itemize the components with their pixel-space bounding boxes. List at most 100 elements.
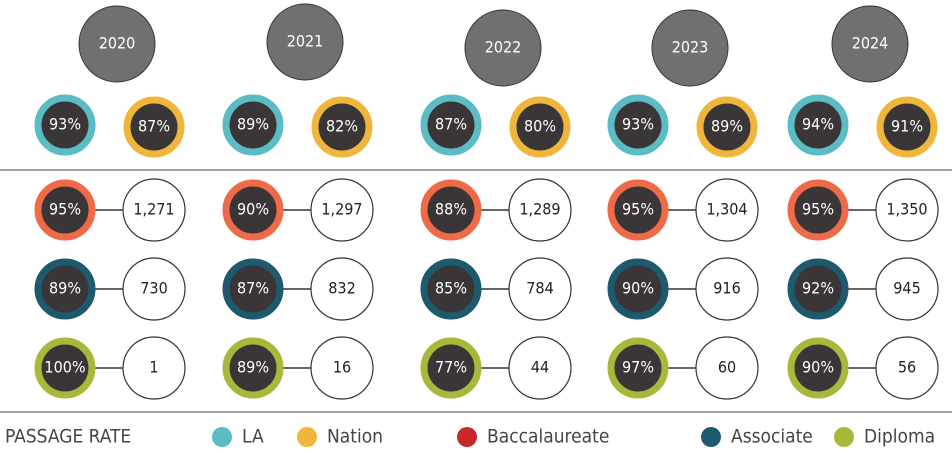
diploma-rate [222,337,284,399]
associate-rate [222,258,284,320]
diploma-rate-label: 97% [622,358,654,377]
legend-dot [457,427,477,447]
legend-title: PASSAGE RATE [5,426,131,448]
nation-rate [123,96,185,158]
nation-rate [696,96,758,158]
legend-dot [701,427,721,447]
nation-rate-label: 80% [524,117,556,136]
nation-rate-label: 89% [711,117,743,136]
year-label: 2023 [672,38,709,57]
associate-count-label: 730 [140,279,167,298]
diploma-count-label: 16 [333,358,351,377]
associate-rate-label: 90% [622,279,654,298]
year-badge [831,5,909,83]
associate-count-label: 945 [893,279,920,298]
baccalaureate-rate [34,179,96,241]
baccalaureate-rate-label: 95% [802,200,834,219]
la-rate [607,94,669,156]
diploma-rate [420,337,482,399]
baccalaureate-rate [607,179,669,241]
associate-count-label: 916 [713,279,740,298]
la-rate-label: 94% [802,115,834,134]
baccalaureate-count [122,178,186,242]
legend-label: LA [242,426,264,448]
nation-rate-label: 87% [138,117,170,136]
diploma-rate-label: 100% [44,358,85,377]
nation-rate-label: 91% [891,117,923,136]
associate-count [508,257,572,321]
diploma-count-label: 1 [149,358,158,377]
associate-rate-label: 92% [802,279,834,298]
la-rate-label: 93% [49,115,81,134]
diploma-rate-label: 90% [802,358,834,377]
baccalaureate-rate-label: 95% [49,200,81,219]
year-badge [78,5,156,83]
associate-count [122,257,186,321]
year-label: 2021 [287,32,324,51]
baccalaureate-rate [222,179,284,241]
legend-dot [212,427,232,447]
baccalaureate-rate-label: 88% [435,200,467,219]
diploma-rate-label: 89% [237,358,269,377]
year-label: 2020 [99,34,136,53]
diploma-count-label: 60 [718,358,736,377]
associate-count [875,257,939,321]
diploma-count [310,336,374,400]
nation-rate-label: 82% [326,117,358,136]
la-rate [34,94,96,156]
baccalaureate-count [695,178,759,242]
associate-rate-label: 89% [49,279,81,298]
diploma-rate-label: 77% [435,358,467,377]
baccalaureate-count [508,178,572,242]
associate-count [695,257,759,321]
diploma-rate [607,337,669,399]
diploma-count [508,336,572,400]
year-badge [651,9,729,87]
diploma-count-label: 44 [531,358,549,377]
legend-dot [297,427,317,447]
baccalaureate-count-label: 1,289 [519,200,560,219]
associate-rate [607,258,669,320]
diploma-rate [787,337,849,399]
legend-label: Diploma [864,426,935,448]
baccalaureate-rate-label: 90% [237,200,269,219]
baccalaureate-count-label: 1,350 [886,200,927,219]
associate-rate-label: 87% [237,279,269,298]
nation-rate [509,96,571,158]
associate-count-label: 784 [526,279,553,298]
associate-rate-label: 85% [435,279,467,298]
associate-count-label: 832 [328,279,355,298]
baccalaureate-count [875,178,939,242]
baccalaureate-count-label: 1,271 [133,200,174,219]
associate-rate [34,258,96,320]
la-rate [787,94,849,156]
diploma-rate [34,337,96,399]
legend-label: Associate [731,426,813,448]
legend-dot [834,427,854,447]
year-badge [464,9,542,87]
diploma-count [875,336,939,400]
baccalaureate-count [310,178,374,242]
baccalaureate-count-label: 1,304 [706,200,747,219]
la-rate [420,94,482,156]
nation-rate [311,96,373,158]
year-label: 2024 [852,34,889,53]
baccalaureate-count-label: 1,297 [321,200,362,219]
nation-rate [876,96,938,158]
baccalaureate-rate [420,179,482,241]
associate-rate [420,258,482,320]
legend-label: Nation [327,426,383,448]
baccalaureate-rate [787,179,849,241]
legend-label: Baccalaureate [487,426,609,448]
associate-rate [787,258,849,320]
la-rate [222,94,284,156]
year-label: 2022 [485,38,522,57]
associate-count [310,257,374,321]
la-rate-label: 87% [435,115,467,134]
diploma-count-label: 56 [898,358,916,377]
diploma-count [695,336,759,400]
baccalaureate-rate-label: 95% [622,200,654,219]
la-rate-label: 93% [622,115,654,134]
year-badge [266,3,344,81]
